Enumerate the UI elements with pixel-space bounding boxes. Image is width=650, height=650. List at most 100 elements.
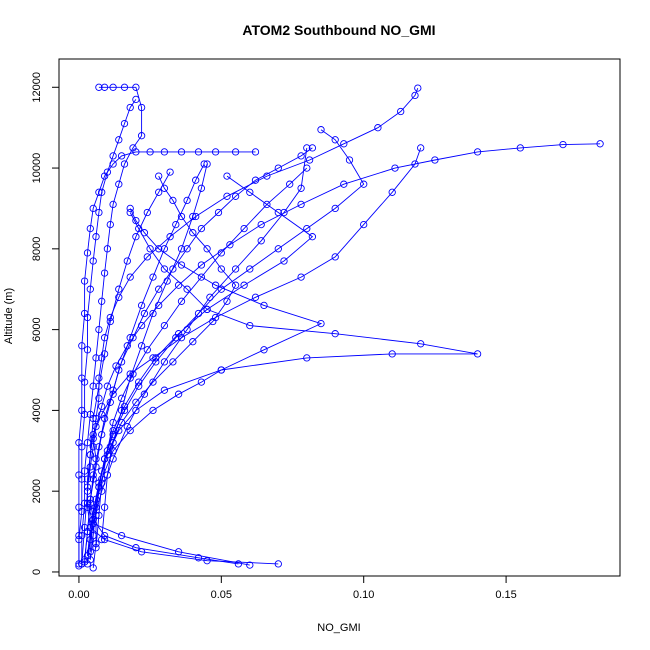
data-point [100, 172, 109, 180]
data-point [305, 156, 314, 164]
data-point [86, 451, 94, 459]
data-point [197, 224, 206, 233]
data-point [297, 152, 305, 160]
data-point [95, 325, 103, 334]
data-point [183, 245, 191, 253]
data-point [95, 188, 103, 196]
y-tick-label: 10000 [31, 153, 43, 184]
x-tick-label: 0.15 [495, 589, 516, 601]
data-point [132, 544, 140, 552]
data-point [152, 354, 160, 362]
data-point [197, 261, 206, 269]
data-point [203, 305, 211, 314]
data-point [83, 439, 92, 447]
data-point [126, 273, 134, 281]
data-point [411, 91, 419, 100]
data-point [192, 176, 200, 184]
data-point [223, 297, 231, 305]
data-point [98, 430, 106, 439]
data-point [559, 140, 567, 149]
data-point [417, 340, 425, 348]
series-3 [83, 144, 425, 569]
data-point [397, 107, 405, 116]
data-point [126, 334, 134, 342]
y-tick-label: 6000 [31, 317, 43, 341]
data-point [109, 439, 117, 447]
data-point [95, 83, 103, 91]
data-point [117, 358, 126, 366]
data-point [308, 144, 317, 152]
data-point [155, 172, 163, 180]
data-point [137, 548, 146, 556]
data-point [214, 208, 223, 217]
data-point [100, 414, 109, 423]
data-point [117, 406, 126, 415]
chart-title: ATOM2 Southbound NO_GMI [242, 22, 435, 38]
data-point [75, 531, 83, 540]
data-point [274, 560, 282, 568]
data-point [140, 390, 149, 398]
data-point [189, 338, 197, 346]
series-line [87, 143, 601, 565]
data-point [231, 265, 240, 273]
data-point [155, 245, 163, 253]
data-point [140, 309, 149, 318]
data-point [100, 83, 109, 91]
data-point [217, 285, 225, 293]
data-point [120, 83, 129, 91]
data-point [115, 136, 123, 144]
data-point [98, 535, 106, 544]
data-point [172, 220, 180, 229]
data-point [95, 374, 103, 382]
data-point [189, 229, 197, 237]
data-point [103, 447, 112, 455]
series-line [84, 147, 313, 560]
y-axis-label: Altitude (m) [3, 288, 15, 344]
data-point [246, 321, 254, 330]
data-point [331, 330, 339, 338]
data-point [132, 83, 140, 91]
data-point [174, 330, 183, 338]
data-point [297, 273, 305, 281]
data-point [414, 84, 422, 92]
series-5 [86, 204, 325, 564]
data-point [132, 406, 140, 415]
data-point [340, 140, 348, 148]
series-line [89, 175, 314, 552]
data-point [149, 273, 157, 281]
data-point [149, 309, 157, 318]
data-point [177, 148, 186, 156]
data-point [135, 382, 143, 390]
data-point [83, 346, 92, 354]
series-line [87, 147, 308, 556]
series-line [89, 208, 323, 560]
data-point [200, 160, 208, 168]
data-point [240, 224, 248, 233]
data-point [596, 140, 604, 148]
data-point [126, 374, 134, 382]
data-point [274, 245, 282, 253]
data-point [206, 293, 214, 301]
data-point [86, 463, 94, 471]
data-point [226, 241, 234, 249]
data-point [115, 180, 123, 188]
data-point [251, 293, 260, 301]
data-point [89, 564, 97, 572]
y-tick-label: 4000 [31, 398, 43, 422]
x-axis: 0.00 0.05 0.10 0.15 [68, 575, 517, 601]
x-tick-label: 0.10 [353, 589, 374, 601]
data-point [100, 350, 109, 358]
data-point [223, 172, 231, 180]
data-point [80, 277, 89, 285]
data-point [98, 487, 106, 495]
data-point [146, 245, 154, 253]
data-point [117, 152, 126, 160]
data-point [132, 148, 140, 156]
data-point [143, 208, 151, 217]
data-point [155, 188, 163, 196]
data-point [75, 503, 83, 511]
data-point [194, 148, 203, 156]
data-point [95, 394, 103, 402]
data-point [231, 192, 240, 200]
data-point [83, 487, 92, 495]
